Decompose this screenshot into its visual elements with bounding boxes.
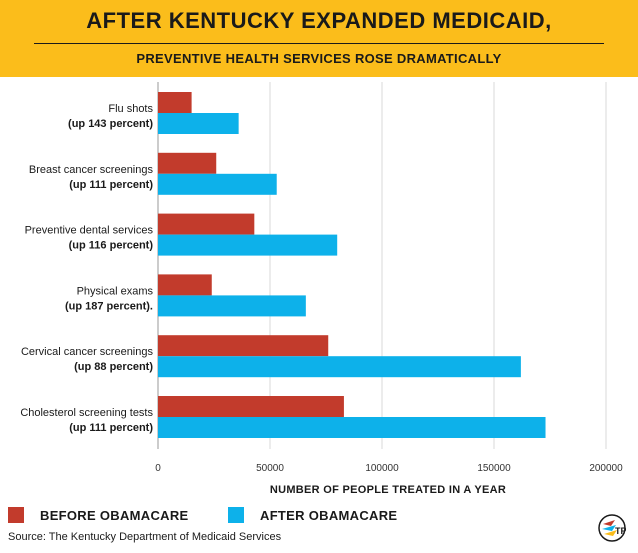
title-divider (34, 43, 604, 44)
x-tick-label: 100000 (365, 463, 399, 474)
thinkprogress-logo: TP (598, 514, 626, 542)
category-label: Physical exams (77, 285, 154, 297)
legend-swatch-before (8, 507, 24, 523)
bar-before (158, 335, 329, 357)
bar-after (158, 113, 239, 134)
chart-title: AFTER KENTUCKY EXPANDED MEDICAID, (86, 8, 552, 33)
x-tick-label: 50000 (256, 463, 284, 474)
legend-item-before: BEFORE OBAMACARE (8, 507, 189, 523)
bar-after (158, 356, 521, 378)
legend-label-after: AFTER OBAMACARE (260, 507, 398, 523)
category-note: (up 116 percent) (69, 240, 154, 252)
category-note: (up 111 percent) (69, 422, 153, 434)
category-note: (up 111 percent) (69, 179, 153, 191)
category-note: (up 88 percent) (74, 361, 153, 373)
bar-before (158, 274, 212, 296)
x-tick-label: 200000 (589, 463, 623, 474)
x-tick-label: 150000 (477, 463, 511, 474)
bar-after (158, 234, 338, 256)
legend-label-before: BEFORE OBAMACARE (40, 507, 189, 523)
x-tick-label: 0 (155, 463, 161, 474)
source-note: Source: The Kentucky Department of Medic… (8, 531, 282, 543)
category-label: Flu shots (108, 103, 153, 115)
header-banner: AFTER KENTUCKY EXPANDED MEDICAID, PREVEN… (0, 0, 638, 77)
bar-before (158, 92, 192, 113)
bar-after (158, 173, 277, 195)
bar-before (158, 213, 255, 235)
bar-chart: Flu shots (up 143 percent) Breast cancer s… (20, 82, 623, 496)
chart-subtitle: PREVENTIVE HEALTH SERVICES ROSE DRAMATIC… (136, 51, 502, 66)
category-label: Cervical cancer screenings (21, 346, 154, 358)
legend-swatch-after (228, 507, 244, 523)
bar-before (158, 396, 344, 417)
category-note: (up 187 percent). (65, 300, 153, 312)
legend-item-after: AFTER OBAMACARE (228, 507, 397, 523)
category-label: Breast cancer screenings (29, 164, 154, 176)
x-axis-label: NUMBER OF PEOPLE TREATED IN A YEAR (270, 484, 506, 496)
bar-before (158, 152, 217, 174)
category-note: (up 143 percent) (68, 118, 153, 130)
bar-after (158, 417, 546, 438)
category-label: Cholesterol screening tests (20, 407, 153, 419)
category-label: Preventive dental services (25, 225, 154, 237)
bar-after (158, 295, 306, 317)
logo-text: TP (615, 526, 626, 536)
